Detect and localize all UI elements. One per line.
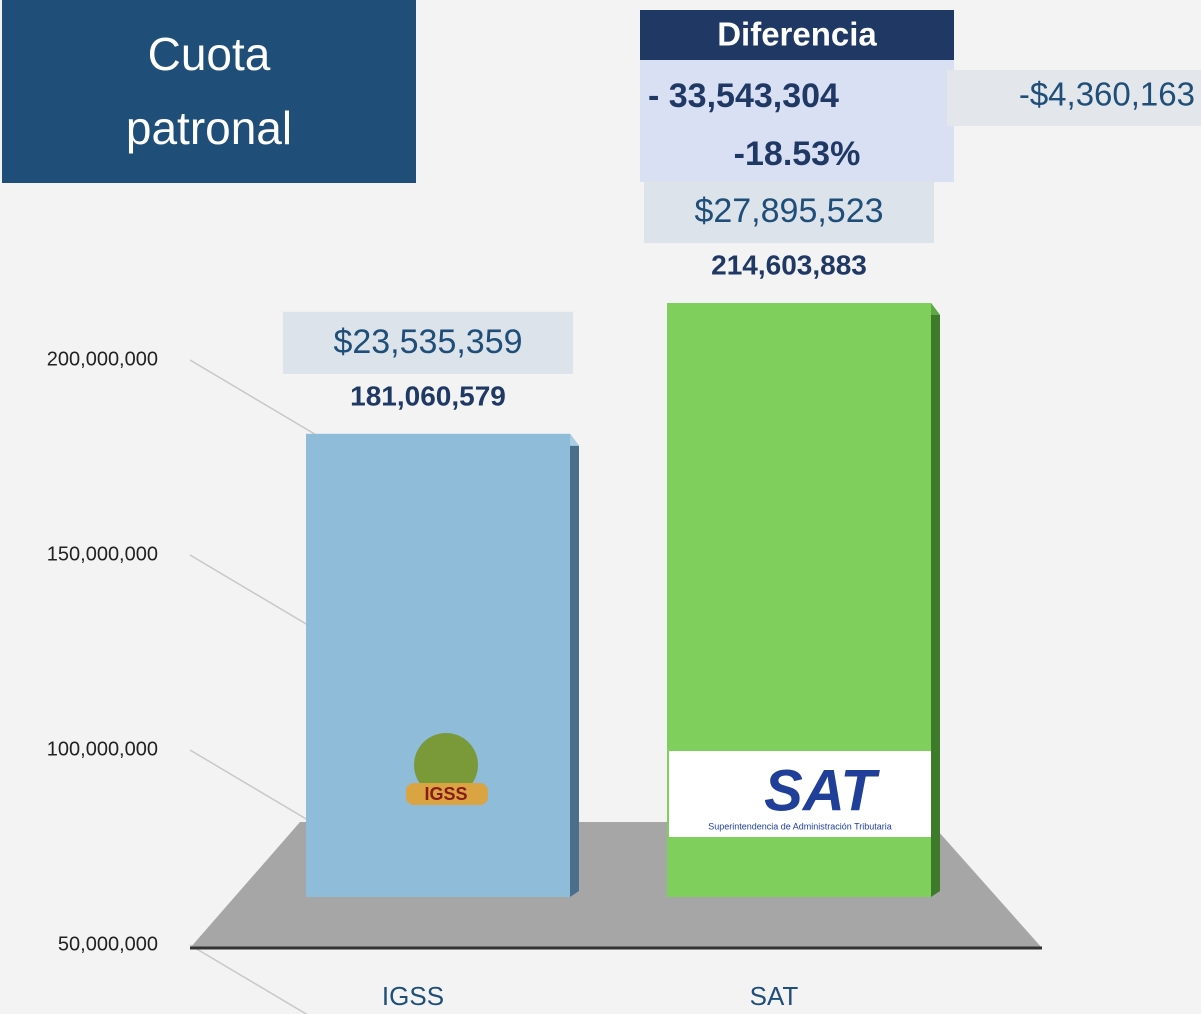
value-label: 214,603,883 <box>711 249 867 280</box>
difference-percent: -18.53% <box>734 135 861 173</box>
bar-side <box>931 303 940 897</box>
bar <box>306 434 570 897</box>
y-tick-label: 100,000,000 <box>47 738 158 760</box>
bar-side <box>570 434 579 897</box>
usd-difference: -$4,360,163 <box>1019 76 1195 113</box>
usd-label: $27,895,523 <box>694 192 883 230</box>
x-tick-label: IGSS <box>382 981 444 1011</box>
chart: Cuota patronal Diferencia - 33,543,304 -… <box>0 0 1201 1014</box>
chart-title: Cuota <box>148 28 271 80</box>
difference-amount: - 33,543,304 <box>648 77 839 115</box>
y-tick-label: 150,000,000 <box>47 543 158 565</box>
chart-title: patronal <box>126 102 292 154</box>
usd-label: $23,535,359 <box>333 323 522 361</box>
logo-text: Superintendencia de Administración Tribu… <box>708 821 892 831</box>
logo-text: IGSS <box>424 784 467 804</box>
y-tick-label: 200,000,000 <box>47 348 158 370</box>
difference-heading: Diferencia <box>717 16 877 53</box>
value-label: 181,060,579 <box>350 380 506 411</box>
x-tick-label: SAT <box>750 981 799 1011</box>
page: {"chart_data": {"type": "bar", "title": … <box>0 0 1201 1014</box>
y-tick-label: 50,000,000 <box>58 933 158 955</box>
logo-text: SAT <box>764 758 880 823</box>
